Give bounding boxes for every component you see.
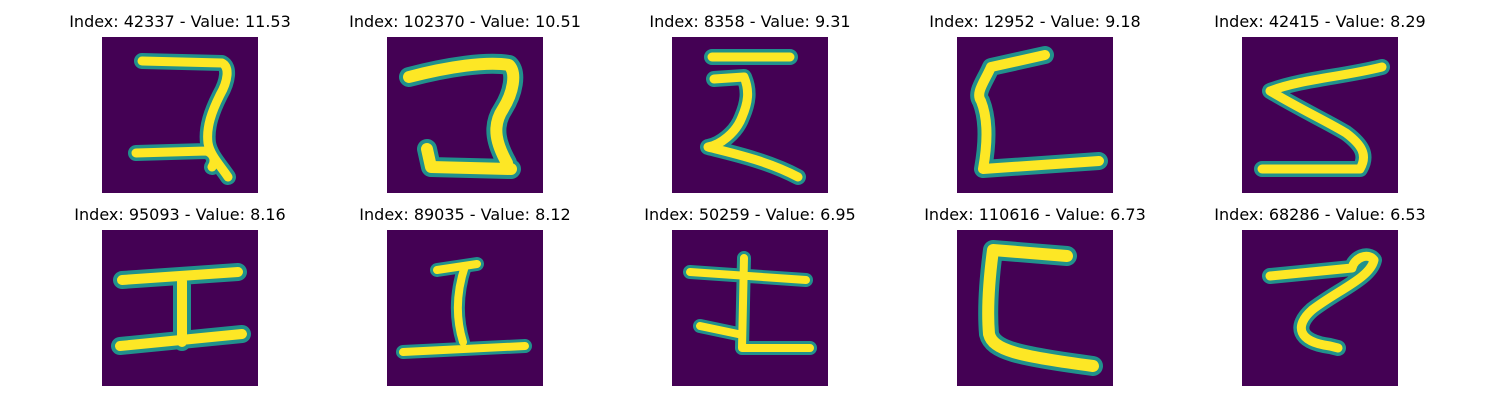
glyph-image: [387, 230, 543, 386]
glyph-image: [102, 37, 258, 193]
panel-title: Index: 8358 - Value: 9.31: [649, 12, 851, 31]
glyph-image: [672, 230, 828, 386]
panel-title: Index: 42415 - Value: 8.29: [1214, 12, 1426, 31]
glyph-image: [387, 37, 543, 193]
panel-title: Index: 12952 - Value: 9.18: [929, 12, 1141, 31]
panel-title: Index: 68286 - Value: 6.53: [1214, 205, 1426, 224]
panel-title: Index: 110616 - Value: 6.73: [924, 205, 1146, 224]
glyph-image: [1242, 37, 1398, 193]
glyph-image: [1242, 230, 1398, 386]
panel-title: Index: 89035 - Value: 8.12: [359, 205, 571, 224]
panel-title: Index: 50259 - Value: 6.95: [644, 205, 856, 224]
panel-title: Index: 42337 - Value: 11.53: [69, 12, 291, 31]
glyph-image: [957, 37, 1113, 193]
glyph-image: [672, 37, 828, 193]
panel-title: Index: 102370 - Value: 10.51: [349, 12, 581, 31]
glyph-image: [102, 230, 258, 386]
panel-title: Index: 95093 - Value: 8.16: [74, 205, 286, 224]
glyph-image: [957, 230, 1113, 386]
